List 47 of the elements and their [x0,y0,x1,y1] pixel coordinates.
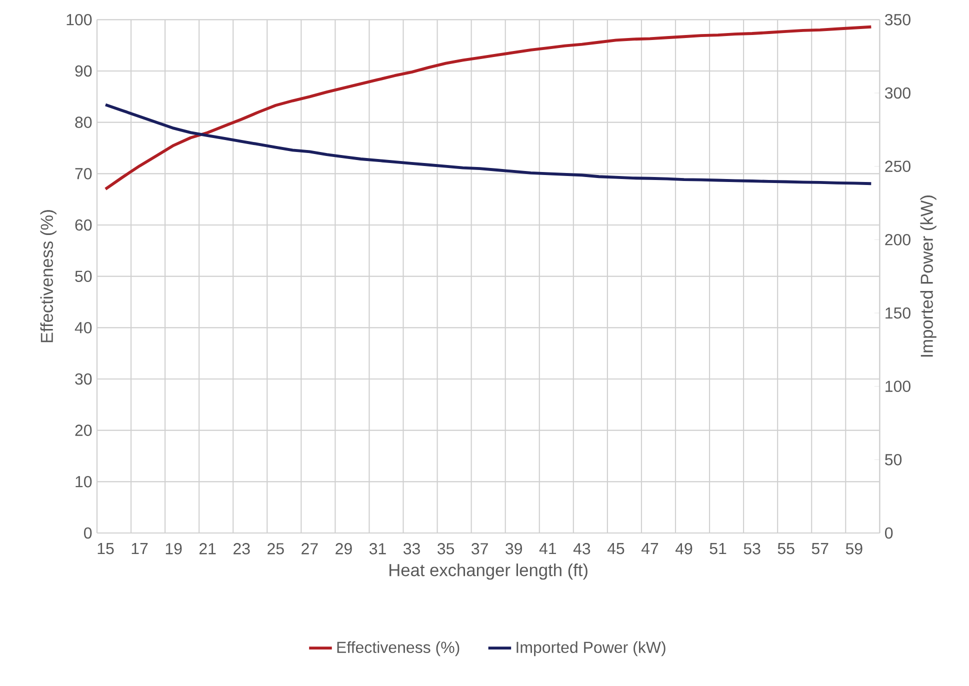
y2-tick-label: 150 [886,307,910,319]
x-tick-label: 41 [539,543,556,554]
y-axis-title: Effectiveness (%) [40,210,56,342]
y-tick-label: 60 [75,219,92,231]
x-tick-label: 15 [98,543,114,554]
y-tick-label: 100 [66,14,92,26]
x-tick-label: 57 [812,543,828,554]
x-tick-label: 29 [336,543,352,554]
y-tick-label: 10 [76,476,92,488]
y-tick-label: 70 [75,168,92,180]
y-tick-label: 90 [75,65,92,77]
x-tick-label: 33 [403,543,420,554]
x-tick-label: 55 [778,543,794,554]
x-tick-label: 47 [641,543,658,554]
x-tick-label: 39 [506,543,522,554]
legend-label: Imported Power (kW) [516,641,666,656]
legend-label: Effectiveness (%) [337,641,460,656]
x-tick-label: 37 [472,543,488,554]
x-tick-label: 19 [166,543,182,554]
x-tick-label: 25 [268,543,284,554]
x-tick-label: 43 [573,543,590,554]
x-tick-label: 35 [438,543,454,554]
y2-tick-label: 100 [886,380,910,392]
x-tick-label: 53 [744,543,760,554]
y2-tick-label: 250 [885,160,910,172]
x-tick-label: 51 [710,543,726,554]
y-tick-label: 40 [74,322,92,334]
x-tick-label: 49 [675,543,692,554]
x-tick-label: 45 [607,543,624,554]
x-tick-label: 59 [846,543,862,554]
y2-tick-label: 300 [884,87,910,99]
y2-tick-label: 200 [885,234,910,246]
y2-tick-label: 50 [885,454,902,466]
y-tick-label: 30 [75,373,92,385]
y2-tick-label: 350 [884,14,910,26]
y-tick-label: 50 [75,270,92,282]
y2-tick-label: 0 [885,527,893,539]
x-tick-label: 17 [132,543,148,554]
x-axis-title: Heat exchanger length (ft) [390,564,588,580]
y-tick-label: 0 [84,527,92,539]
y-tick-label: 20 [75,424,92,436]
y-tick-label: 80 [75,116,92,128]
x-tick-label: 27 [302,543,318,554]
y2-axis-title: Imported Power (kW) [920,196,936,357]
x-tick-label: 23 [234,543,250,554]
x-tick-label: 21 [199,543,216,554]
x-tick-label: 31 [369,543,386,554]
